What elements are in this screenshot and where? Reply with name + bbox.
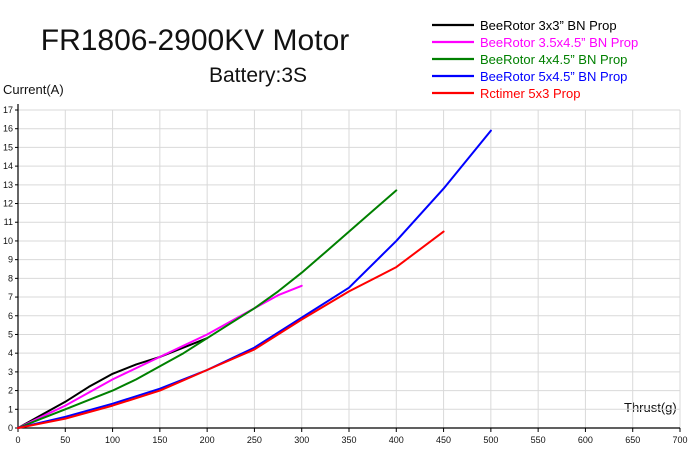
y-tick-label: 0 [8, 423, 13, 433]
x-tick-label: 600 [578, 435, 593, 445]
x-tick-label: 200 [200, 435, 215, 445]
y-tick-label: 1 [8, 404, 13, 414]
y-tick-label: 17 [3, 105, 13, 115]
y-tick-label: 8 [8, 273, 13, 283]
series-line-1 [17, 337, 209, 429]
y-tick-label: 4 [8, 348, 13, 358]
y-tick-label: 3 [8, 367, 13, 377]
x-tick-label: 700 [672, 435, 687, 445]
legend-label: BeeRotor 5x4.5” BN Prop [480, 69, 627, 84]
x-tick-label: 500 [483, 435, 498, 445]
legend-label: BeeRotor 3x3” BN Prop [480, 18, 617, 33]
x-tick-label: 450 [436, 435, 451, 445]
y-tick-label: 9 [8, 255, 13, 265]
series-line-4 [17, 129, 492, 429]
x-axis-label: Thrust(g) [624, 400, 677, 415]
grid-layer [18, 109, 681, 428]
y-tick-label: 6 [8, 311, 13, 321]
x-tick-label: 550 [531, 435, 546, 445]
x-tick-label: 150 [152, 435, 167, 445]
y-tick-label: 5 [8, 329, 13, 339]
x-tick-label: 350 [341, 435, 356, 445]
y-tick-label: 15 [3, 142, 13, 152]
y-axis-label: Current(A) [3, 82, 64, 97]
y-tick-label: 11 [4, 217, 13, 227]
chart-title: FR1806-2900KV Motor [41, 24, 350, 57]
x-tick-label: 0 [15, 435, 20, 445]
legend-label: Rctimer 5x3 Prop [480, 86, 580, 101]
x-tick-label: 250 [247, 435, 262, 445]
series-line-3 [17, 189, 398, 429]
legend-label: BeeRotor 4x4.5” BN Prop [480, 52, 627, 67]
x-tick-label: 50 [60, 435, 70, 445]
x-tick-label: 650 [625, 435, 640, 445]
y-tick-label: 16 [3, 124, 13, 134]
x-tick-label: 100 [105, 435, 120, 445]
legend: BeeRotor 3x3” BN Prop BeeRotor 3.5x4.5” B… [432, 18, 638, 101]
y-tick-label: 7 [8, 292, 13, 302]
axes-layer [15, 104, 681, 432]
y-tick-label: 12 [3, 199, 13, 209]
series-line-5 [17, 230, 445, 429]
tick-labels: 0 50 100 150 200 250 300 350 400 450 500 550 600 650 7… [3, 105, 688, 445]
x-tick-label: 400 [389, 435, 404, 445]
x-tick-label: 300 [294, 435, 309, 445]
y-tick-label: 2 [8, 386, 13, 396]
y-tick-label: 14 [3, 161, 13, 171]
y-tick-label: 13 [3, 180, 13, 190]
y-tick-label: 10 [3, 236, 13, 246]
chart-subtitle: Battery:3S [209, 64, 307, 87]
series-layer [17, 129, 492, 429]
legend-label: BeeRotor 3.5x4.5” BN Prop [480, 35, 638, 50]
